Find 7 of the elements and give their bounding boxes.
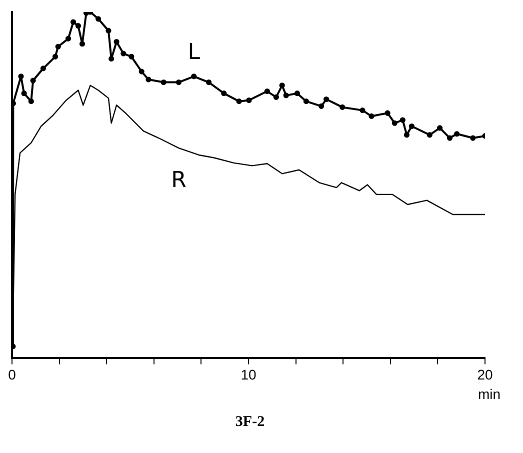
series-label: L (188, 40, 201, 66)
x-tick-label: 20 (477, 366, 493, 382)
x-axis-title: min (478, 386, 501, 402)
series-label: R (171, 168, 186, 193)
text: 3F-2 (234, 414, 266, 431)
x-tick-label: 0 (8, 366, 16, 382)
x-tick-label: 10 (240, 366, 256, 382)
